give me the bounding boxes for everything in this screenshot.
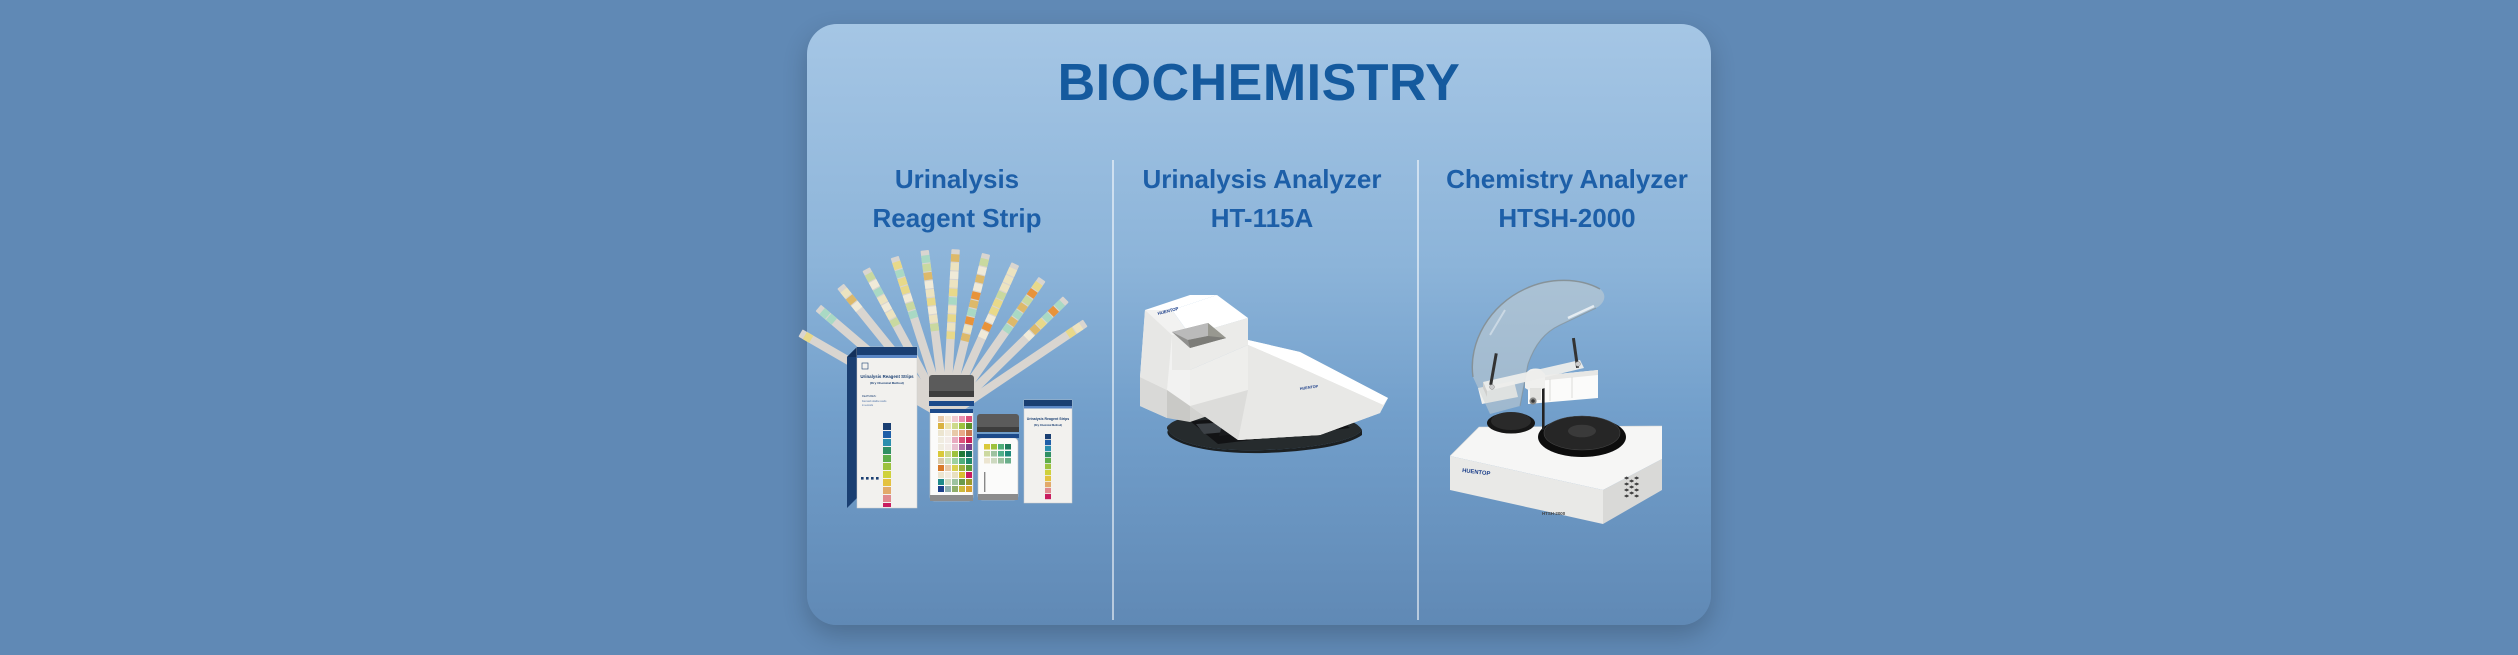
svg-text:Urinalysis Reagent Strips: Urinalysis Reagent Strips — [1027, 417, 1069, 421]
svg-text:(Dry Chemical Method): (Dry Chemical Method) — [1034, 423, 1062, 427]
svg-text:HTSH-2000: HTSH-2000 — [1542, 511, 1566, 516]
svg-text:FEATURES:: FEATURES: — [862, 394, 877, 398]
svg-text:in seconds: in seconds — [862, 405, 874, 407]
svg-text:Fast and reliable results: Fast and reliable results — [862, 400, 887, 403]
svg-text:Urinalysis Reagent Strips: Urinalysis Reagent Strips — [860, 374, 914, 379]
svg-text:(Dry Chemical Method): (Dry Chemical Method) — [870, 381, 904, 385]
